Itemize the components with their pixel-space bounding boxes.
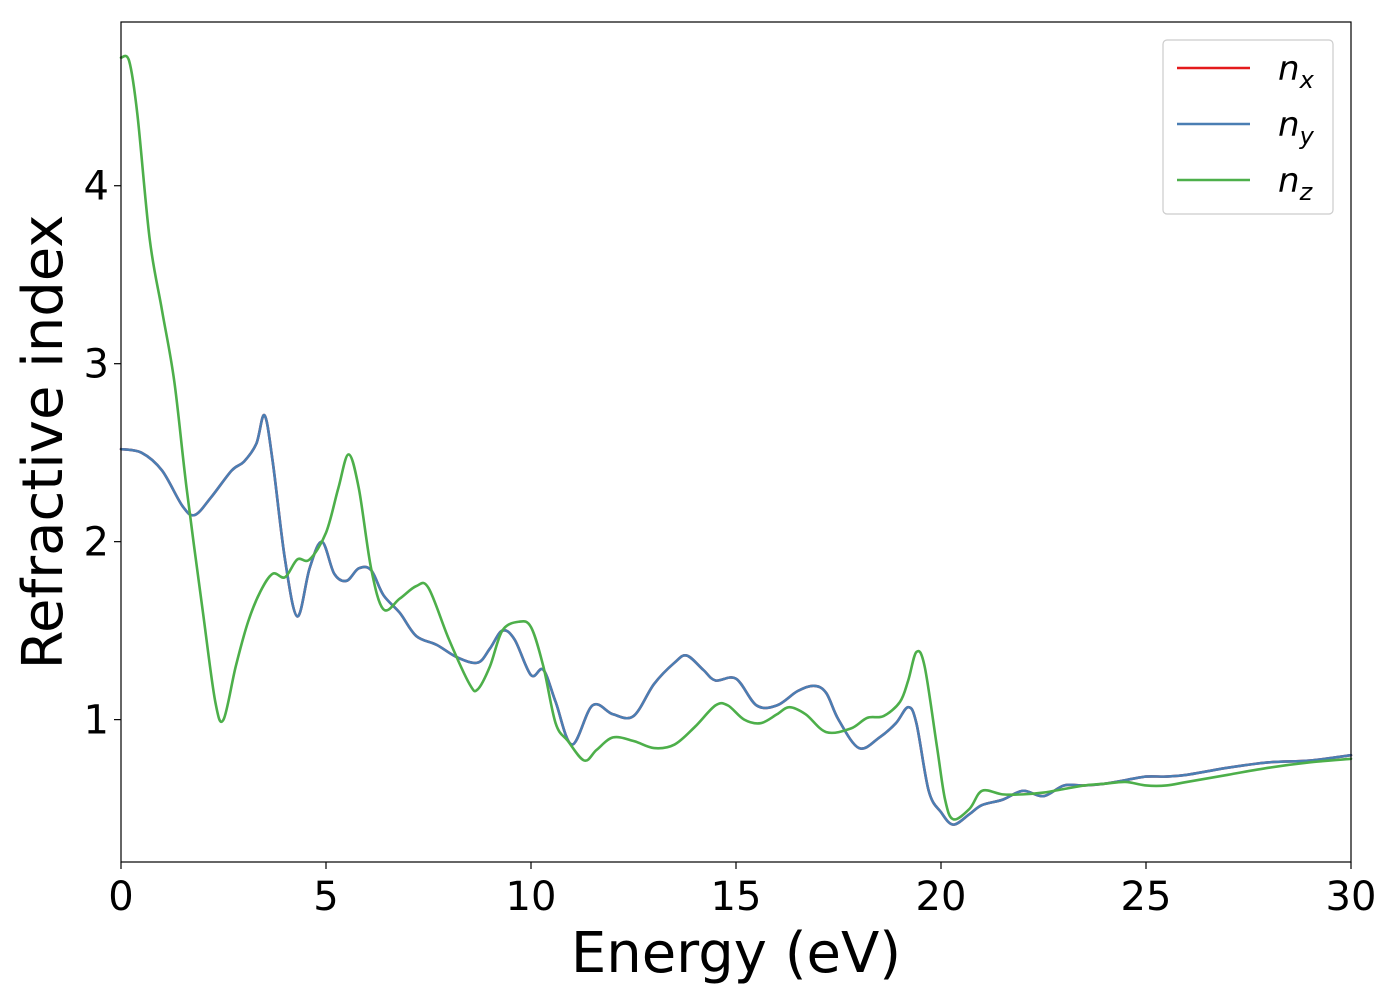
x-tick-label: 5 [313, 874, 338, 920]
x-tick-label: 0 [108, 874, 133, 920]
legend-label-nx: nx [1278, 49, 1315, 94]
y-tick-label: 4 [84, 164, 109, 210]
legend-label-ny: ny [1278, 105, 1315, 150]
x-tick-label: 10 [506, 874, 557, 920]
series-line-ny [119, 414, 1353, 826]
legend: nx ny nz [1162, 39, 1334, 215]
y-axis-label: Refractive index [11, 215, 76, 670]
x-tick-label: 30 [1326, 874, 1377, 920]
x-tick-label: 15 [711, 874, 762, 920]
x-tick-label: 20 [916, 874, 967, 920]
plot-area [121, 22, 1351, 862]
series-layer [119, 54, 1353, 826]
y-tick-label: 1 [84, 698, 109, 744]
legend-box [1162, 39, 1334, 215]
series-line-nz [119, 54, 1353, 821]
y-tick-label: 2 [84, 520, 109, 566]
x-axis-label: Energy (eV) [571, 921, 901, 986]
x-tick-label: 25 [1121, 874, 1172, 920]
y-axis-ticks: 1 2 3 4 [84, 164, 121, 744]
x-axis-ticks: 0 5 10 15 20 25 30 [108, 862, 1376, 920]
legend-label-nz: nz [1278, 161, 1314, 206]
y-tick-label: 3 [84, 342, 109, 388]
